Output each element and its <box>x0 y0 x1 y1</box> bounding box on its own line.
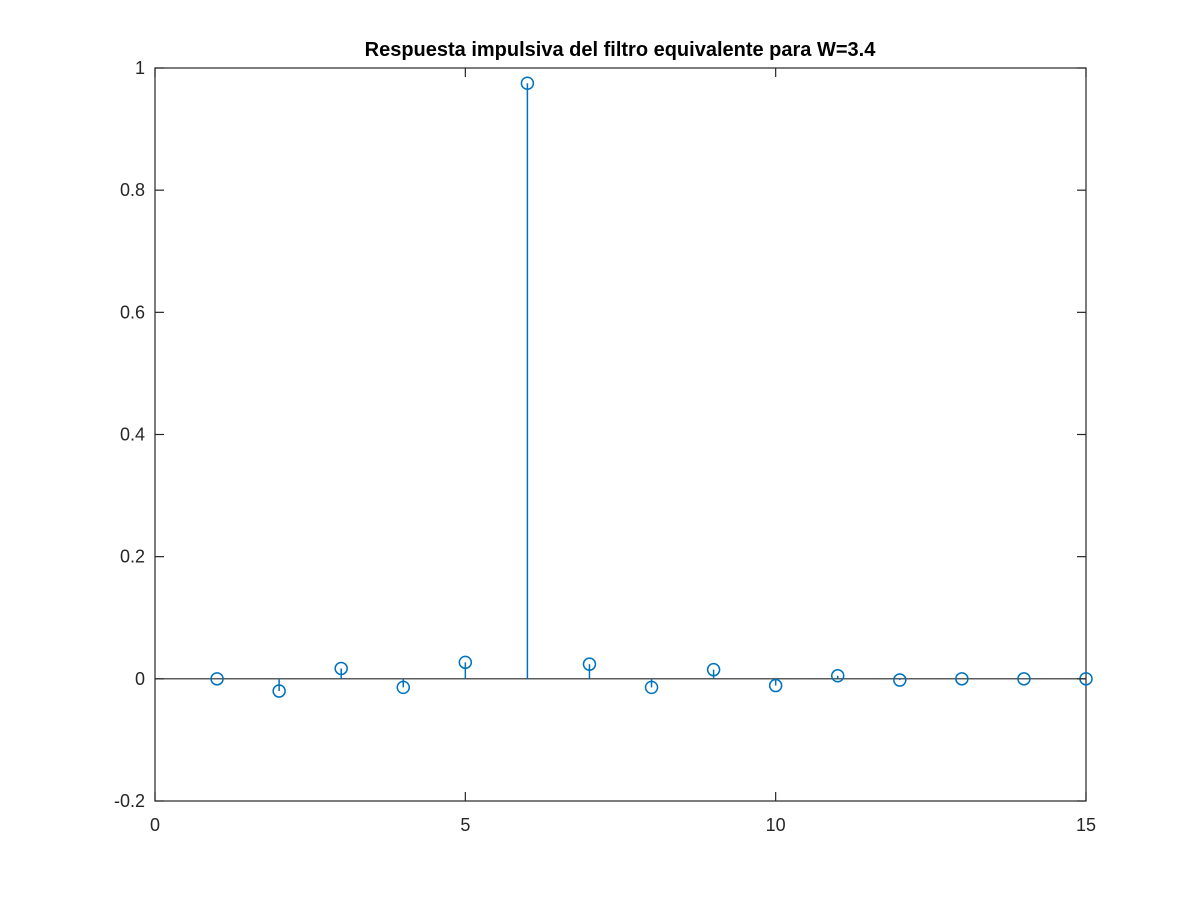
y-tick-label: 1 <box>135 58 145 78</box>
x-tick-label: 15 <box>1076 815 1096 835</box>
y-tick-label: 0 <box>135 669 145 689</box>
x-tick-label: 5 <box>460 815 470 835</box>
stems-layer <box>278 83 901 692</box>
stem-marker <box>582 657 597 671</box>
chart-title: Respuesta impulsiva del filtro equivalen… <box>365 39 877 61</box>
stem-marker <box>955 672 969 686</box>
y-tick-label: 0.6 <box>120 302 145 322</box>
y-tick-label: -0.2 <box>114 791 145 811</box>
x-tick-label: 0 <box>150 815 160 835</box>
markers-layer <box>210 76 1093 698</box>
stem-marker <box>334 661 348 676</box>
stem-marker <box>768 678 783 693</box>
stem-marker <box>644 680 659 695</box>
stem-marker <box>706 662 721 677</box>
y-tick-label: 0.4 <box>120 425 145 445</box>
axes-box <box>154 67 1087 802</box>
stem-marker <box>830 669 845 683</box>
tick-layer: 0 5 10 15-0.200.20.40.60.81 <box>114 58 1096 835</box>
stem-marker <box>520 76 535 91</box>
y-tick-label: 0.8 <box>120 180 145 200</box>
stem-marker <box>210 672 224 686</box>
stem-marker <box>396 680 411 695</box>
axes-layer <box>154 67 1087 802</box>
stem-marker <box>893 673 907 687</box>
y-tick-label: 0.2 <box>120 547 145 567</box>
stem-marker <box>458 655 473 670</box>
stem-marker <box>272 684 286 698</box>
stem-marker <box>1017 672 1031 686</box>
x-tick-label: 10 <box>766 815 786 835</box>
